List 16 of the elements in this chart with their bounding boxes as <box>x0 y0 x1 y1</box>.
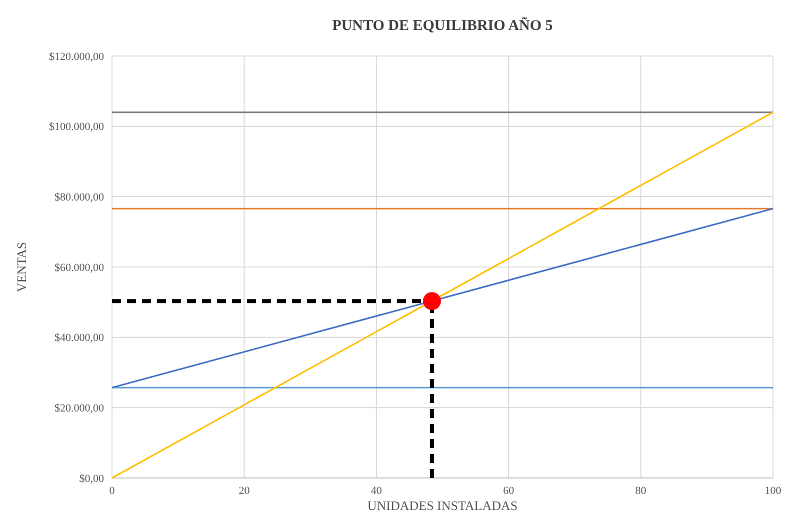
x-tick-label: 60 <box>503 485 515 497</box>
y-tick-label: $80.000,00 <box>54 192 104 204</box>
x-tick-label: 0 <box>109 485 116 497</box>
y-tick-label: $0,00 <box>79 472 104 485</box>
x-tick-label: 40 <box>370 485 382 497</box>
y-tick-label: $60.000,00 <box>54 262 104 274</box>
y-tick-label: $100.000,00 <box>49 121 104 134</box>
x-tick-label: 100 <box>764 485 782 497</box>
y-tick-label: $40.000,00 <box>54 332 104 344</box>
y-axis-title: VENTAS <box>14 242 29 292</box>
y-tick-label: $20.000,00 <box>54 402 104 415</box>
x-axis-title: UNIDADES INSTALADAS <box>367 498 518 513</box>
x-tick-label: 20 <box>238 485 250 497</box>
x-tick-label: 80 <box>635 485 647 497</box>
chart-title: PUNTO DE EQUILIBRIO AÑO 5 <box>332 17 553 34</box>
y-tick-label: $120.000,00 <box>49 50 104 63</box>
